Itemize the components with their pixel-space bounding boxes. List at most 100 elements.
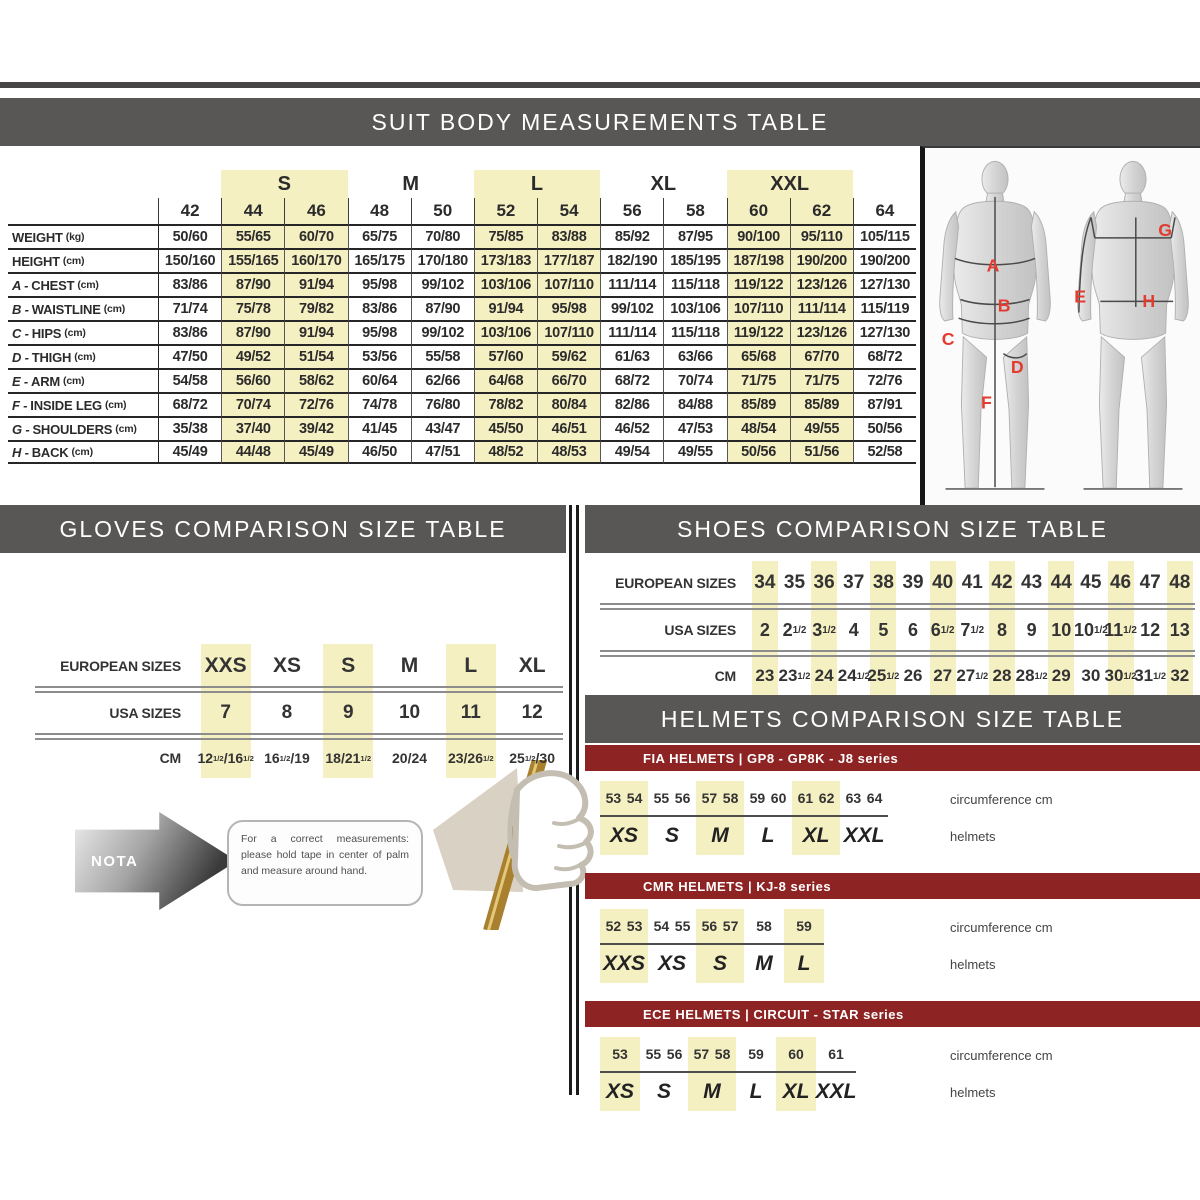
- circumference-cm-label: circumference cm: [950, 1047, 1053, 1063]
- helmet-size-label: M: [703, 1080, 721, 1103]
- suit-size-col-54: 54: [537, 198, 601, 224]
- size-cell: S: [341, 654, 356, 677]
- helmet-series-bar: ECE HELMETS | CIRCUIT - STAR series: [585, 1001, 1200, 1027]
- suit-value-cell: 111/114: [600, 272, 664, 296]
- helmet-group-XS: 54 55 XS: [648, 909, 696, 983]
- size-cell: 7 1/2: [960, 619, 985, 640]
- size-cell: 24: [814, 666, 834, 685]
- shoes-section-header: SHOES COMPARISON SIZE TABLE: [585, 505, 1200, 553]
- helmet-row-annotations: circumference cm helmets: [950, 909, 1053, 983]
- suit-row-unit: (cm): [104, 399, 127, 411]
- suit-value-cell: 47/53: [663, 416, 727, 440]
- suit-value-cell: 83/86: [158, 272, 222, 296]
- circumference-value: 56: [701, 918, 718, 934]
- size-cell: 38: [872, 572, 894, 593]
- suit-value-cell: 83/86: [347, 296, 411, 320]
- figure-label-back: H: [1142, 291, 1155, 311]
- helmet-size-label: XXL: [815, 1080, 857, 1103]
- size-cell: XXS: [204, 654, 247, 677]
- highlight-band: [751, 561, 778, 697]
- circumference-value: 55: [645, 1046, 662, 1062]
- suit-value-cell: 83/86: [158, 320, 222, 344]
- circumference-value: 61: [828, 1046, 844, 1062]
- suit-value-cell: 95/98: [347, 272, 411, 296]
- suit-value-cell: 65/68: [726, 344, 790, 368]
- suit-size-col-64: 64: [852, 198, 916, 224]
- circumference-value: 52: [605, 918, 622, 934]
- top-divider-line: [0, 82, 1200, 88]
- helmet-size-label: XXS: [602, 952, 646, 975]
- suit-value-cell: 83/88: [537, 224, 601, 248]
- size-cell: 26: [903, 666, 923, 685]
- suit-value-cell: 85/92: [600, 224, 664, 248]
- circumference-value: 57: [722, 918, 739, 934]
- size-cell: 34: [754, 572, 776, 593]
- size-cell: 12: [521, 702, 543, 723]
- suit-value-cell: 44/48: [221, 440, 285, 464]
- suit-value-cell: 80/84: [537, 392, 601, 416]
- suit-size-spacer: [8, 198, 158, 224]
- suit-value-cell: 190/200: [789, 248, 853, 272]
- helmet-circumference-values: 52 53: [600, 909, 648, 945]
- suit-value-cell: 78/82: [473, 392, 537, 416]
- helmet-circumference-values: 57 58: [688, 1037, 736, 1073]
- suit-value-cell: 95/98: [537, 296, 601, 320]
- size-cell: 35: [783, 572, 806, 593]
- helmet-section: FIA HELMETS | GP8 - GP8K - J8 series 53 54…: [585, 745, 1200, 855]
- suit-row-letter: F -: [12, 397, 28, 413]
- circumference-value: 64: [866, 790, 883, 806]
- suit-value-cell: 48/54: [726, 416, 790, 440]
- suit-value-cell: 82/86: [600, 392, 664, 416]
- helmet-size-label: S: [664, 824, 679, 847]
- size-cell: 6: [908, 619, 919, 640]
- suit-size-col-42: 42: [158, 198, 221, 224]
- suit-value-cell: 127/130: [852, 320, 916, 344]
- helmets-section-header: HELMETS COMPARISON SIZE TABLE: [585, 695, 1200, 743]
- suit-value-cell: 84/88: [663, 392, 727, 416]
- suit-value-cell: 119/122: [726, 320, 790, 344]
- helmet-size-label: XS: [657, 952, 686, 975]
- circumference-cm-label: circumference cm: [950, 919, 1053, 935]
- comparison-row-european: EUROPEAN SIZES 34 35 36 37 38 39 40 41 42 43 44 45 46…: [600, 565, 1195, 601]
- suit-value-cell: 115/118: [663, 320, 727, 344]
- suit-value-cell: 70/74: [663, 368, 727, 392]
- helmet-group-S: 55 56 S: [648, 781, 696, 855]
- suit-value-cell: 62/66: [410, 368, 474, 392]
- suit-row-unit: (cm): [103, 303, 126, 315]
- suit-size-group-S: S: [221, 170, 348, 198]
- suit-value-cell: 65/75: [347, 224, 411, 248]
- suit-value-cell: 68/72: [852, 344, 916, 368]
- suit-value-cell: 150/160: [158, 248, 222, 272]
- helmet-series-bar: CMR HELMETS | KJ-8 series: [585, 873, 1200, 899]
- comparison-row-european: EUROPEAN SIZES XXS XS S M L XL: [35, 648, 563, 684]
- size-cell: 37: [843, 572, 865, 593]
- highlight-band: [1166, 561, 1193, 697]
- helmet-section: ECE HELMETS | CIRCUIT - STAR series 53 XS 5…: [585, 1001, 1200, 1111]
- size-cell: XL: [518, 654, 546, 677]
- suit-size-group-M: M: [402, 172, 419, 195]
- row-separator-line: [600, 650, 1195, 657]
- suit-row-letter: D -: [12, 349, 29, 365]
- highlight-band: [1048, 561, 1075, 697]
- suit-section-title: SUIT BODY MEASUREMENTS TABLE: [371, 108, 829, 135]
- suit-value-cell: 46/52: [600, 416, 664, 440]
- size-cell: 28 1/2: [1015, 666, 1048, 685]
- suit-value-cell: 187/198: [726, 248, 790, 272]
- figure-label-arm: E: [1074, 286, 1086, 306]
- circumference-value: 61: [797, 790, 814, 806]
- circumference-value: 56: [666, 1046, 683, 1062]
- suit-value-cell: 46/50: [347, 440, 411, 464]
- circumference-value: 58: [756, 918, 772, 934]
- suit-value-cell: 155/165: [221, 248, 285, 272]
- helmet-circumference-values: 55 56: [648, 781, 696, 817]
- gloves-size-table: EUROPEAN SIZES XXS XS S M L XL USA SIZES 7 8 9 10 11…: [35, 644, 563, 778]
- suit-value-cell: 61/63: [600, 344, 664, 368]
- helmet-circumference-values: 54 55: [648, 909, 696, 945]
- suit-value-cell: 91/94: [284, 272, 348, 296]
- suit-value-cell: 45/50: [473, 416, 537, 440]
- suit-row-label-back: H - BACK (cm): [8, 440, 158, 464]
- size-cell: 29: [1051, 666, 1071, 685]
- suit-value-cell: 99/102: [600, 296, 664, 320]
- helmet-circumference-values: 59: [736, 1037, 776, 1073]
- size-cell: 12 1/2/16 1/2: [197, 750, 254, 766]
